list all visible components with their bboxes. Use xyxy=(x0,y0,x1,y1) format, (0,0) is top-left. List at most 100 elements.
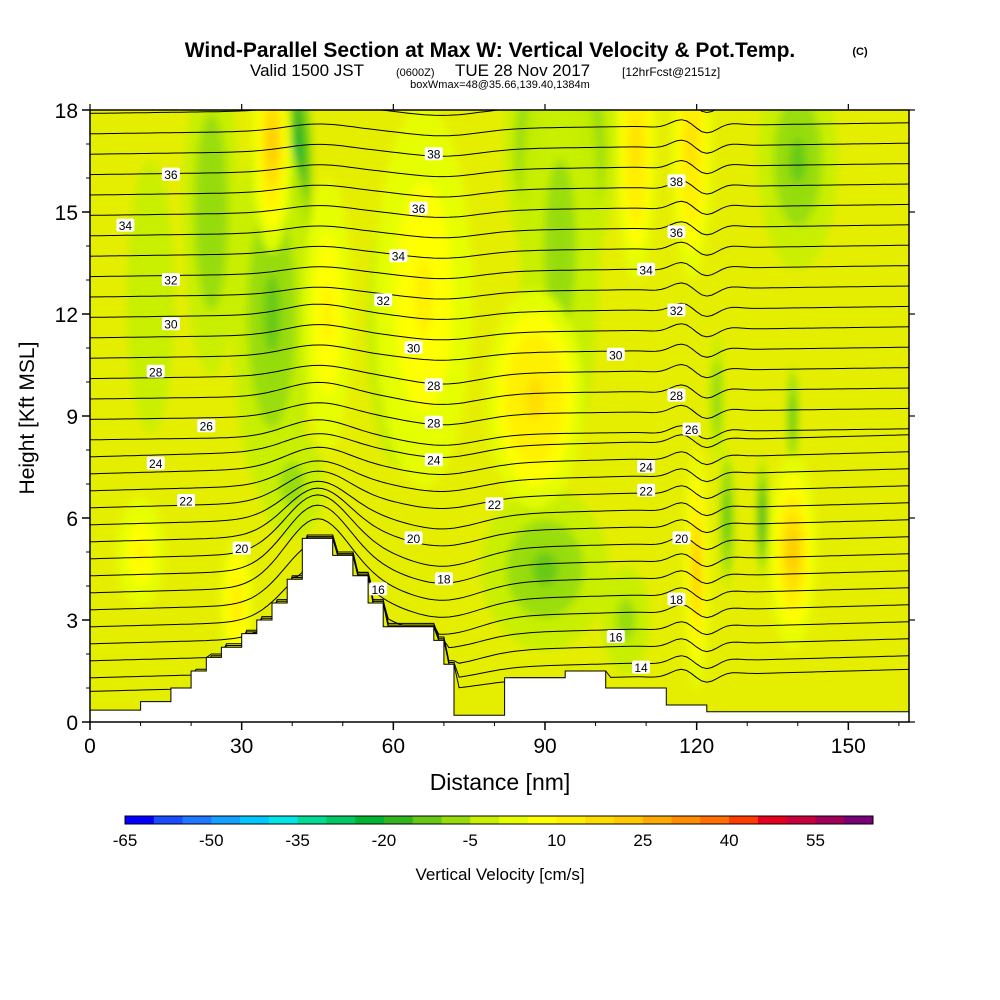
isentrope-label-text: 36 xyxy=(164,168,178,182)
isentrope-label-text: 32 xyxy=(670,304,684,318)
velocity-cell xyxy=(116,497,165,607)
chart-subtitle-2: boxWmax=48@35.66,139.40,1384m xyxy=(410,79,590,91)
isentrope-label-text: 26 xyxy=(685,423,699,437)
y-tick-label: 9 xyxy=(66,406,78,429)
isentrope-line xyxy=(90,504,909,584)
potential-temperature-isentropes xyxy=(90,110,909,692)
isentrope-line xyxy=(90,180,909,198)
x-tick-label: 150 xyxy=(831,735,866,758)
velocity-cell xyxy=(231,123,313,505)
velocity-cell xyxy=(683,449,710,689)
subtitle-date: TUE 28 Nov 2017 xyxy=(455,61,590,80)
isentrope-label: 34 xyxy=(637,262,656,277)
colorbar-swatch xyxy=(671,816,701,824)
isentrope-label: 36 xyxy=(409,201,428,216)
isentrope-line xyxy=(90,494,909,567)
velocity-cell xyxy=(480,487,610,651)
velocity-cell xyxy=(259,429,325,539)
velocity-contour xyxy=(145,269,156,325)
velocity-contour xyxy=(725,503,729,533)
isentrope-label: 16 xyxy=(369,582,388,597)
colorbar-swatch xyxy=(441,816,471,824)
isentrope-label-text: 34 xyxy=(392,250,406,264)
copyright-mark: (C) xyxy=(852,46,868,58)
colorbar-tick-label: 10 xyxy=(547,831,566,850)
colorbar-swatch xyxy=(729,816,759,824)
isentrope-label-text: 18 xyxy=(670,593,684,607)
isentrope-label: 22 xyxy=(637,483,656,498)
velocity-contour xyxy=(694,545,700,593)
isentrope-label: 38 xyxy=(667,174,686,189)
colorbar-swatch xyxy=(211,816,241,824)
isentrope-line xyxy=(90,402,909,426)
colorbar-tick-label: -65 xyxy=(113,831,138,850)
isentrope-label: 24 xyxy=(146,456,165,471)
velocity-contour xyxy=(135,541,146,563)
isentrope-label: 24 xyxy=(424,453,443,468)
isentrope-label: 32 xyxy=(161,273,180,288)
velocity-cell xyxy=(718,447,736,589)
colorbar-swatch xyxy=(326,816,356,824)
isentrope-label-text: 28 xyxy=(670,389,684,403)
isentrope-line xyxy=(90,302,909,320)
colorbar-swatch xyxy=(470,816,500,824)
isentrope-label-text: 20 xyxy=(407,532,421,546)
y-tick-label: 6 xyxy=(66,508,78,531)
velocity-cell xyxy=(303,178,352,450)
colorbar-swatch xyxy=(297,816,327,824)
velocity-cell xyxy=(486,290,584,508)
velocity-contour xyxy=(552,202,569,290)
subtitle-zulu-time: (0600Z) xyxy=(396,67,435,79)
colorbar-swatch xyxy=(556,816,586,824)
isentrope-label-text: 24 xyxy=(639,461,653,475)
chart-subtitle: Valid 1500 JST (0600Z) TUE 28 Nov 2017 [… xyxy=(250,61,720,80)
isentrope-label-text: 30 xyxy=(407,342,421,356)
colorbar-tick-label: -20 xyxy=(372,831,397,850)
colorbar-tick-label: 25 xyxy=(633,831,652,850)
isentrope-line xyxy=(90,518,909,601)
velocity-contour xyxy=(714,385,719,413)
isentrope-line xyxy=(90,446,909,475)
colorbar-swatch xyxy=(527,816,558,824)
isentrope-label-text: 26 xyxy=(200,420,214,434)
isentrope-label-text: 32 xyxy=(164,274,178,288)
velocity-contour xyxy=(205,179,217,245)
velocity-contour xyxy=(789,139,806,183)
colorbar-swatch xyxy=(700,816,730,824)
colorbar-frame xyxy=(124,815,874,825)
isentrope-line xyxy=(90,433,909,458)
x-tick-label: 60 xyxy=(382,735,405,758)
y-axis-label: Height [Kft MSL] xyxy=(16,342,39,495)
subtitle-valid-time: Valid 1500 JST xyxy=(250,61,364,80)
isentrope-label-text: 28 xyxy=(427,379,441,393)
isentrope-line xyxy=(90,480,909,530)
isentrope-label: 22 xyxy=(485,497,504,512)
isentrope-label-text: 20 xyxy=(235,542,249,556)
isentrope-label-text: 24 xyxy=(149,457,163,471)
isentrope-line xyxy=(90,419,909,446)
colorbar-label: Vertical Velocity [cm/s] xyxy=(415,865,584,884)
isentrope-line xyxy=(90,139,909,157)
colorbar-swatch xyxy=(786,816,816,824)
isentrope-label-text: 30 xyxy=(609,348,623,362)
x-axis: 0 30 60 90 120 150 xyxy=(84,104,900,758)
colorbar-tick-label: -35 xyxy=(285,831,310,850)
colorbar-swatch xyxy=(815,816,845,824)
velocity-contour xyxy=(787,532,798,572)
isentrope-line xyxy=(90,536,909,679)
isentrope-label: 20 xyxy=(672,531,691,546)
velocity-cell xyxy=(708,333,725,465)
colorbar-swatch xyxy=(240,816,270,824)
isentrope-label-text: 16 xyxy=(609,631,623,645)
velocity-cell xyxy=(768,454,817,650)
isentrope-label-text: 32 xyxy=(377,294,391,308)
isentrope-label: 30 xyxy=(161,317,180,332)
isentrope-label-text: 38 xyxy=(670,175,684,189)
isentrope-line xyxy=(90,363,909,385)
isentrope-label: 36 xyxy=(667,225,686,240)
velocity-contour xyxy=(760,504,765,532)
velocity-contour xyxy=(790,405,795,427)
colorbar-tick-label: 55 xyxy=(806,831,825,850)
isentrope-label: 28 xyxy=(424,415,443,430)
